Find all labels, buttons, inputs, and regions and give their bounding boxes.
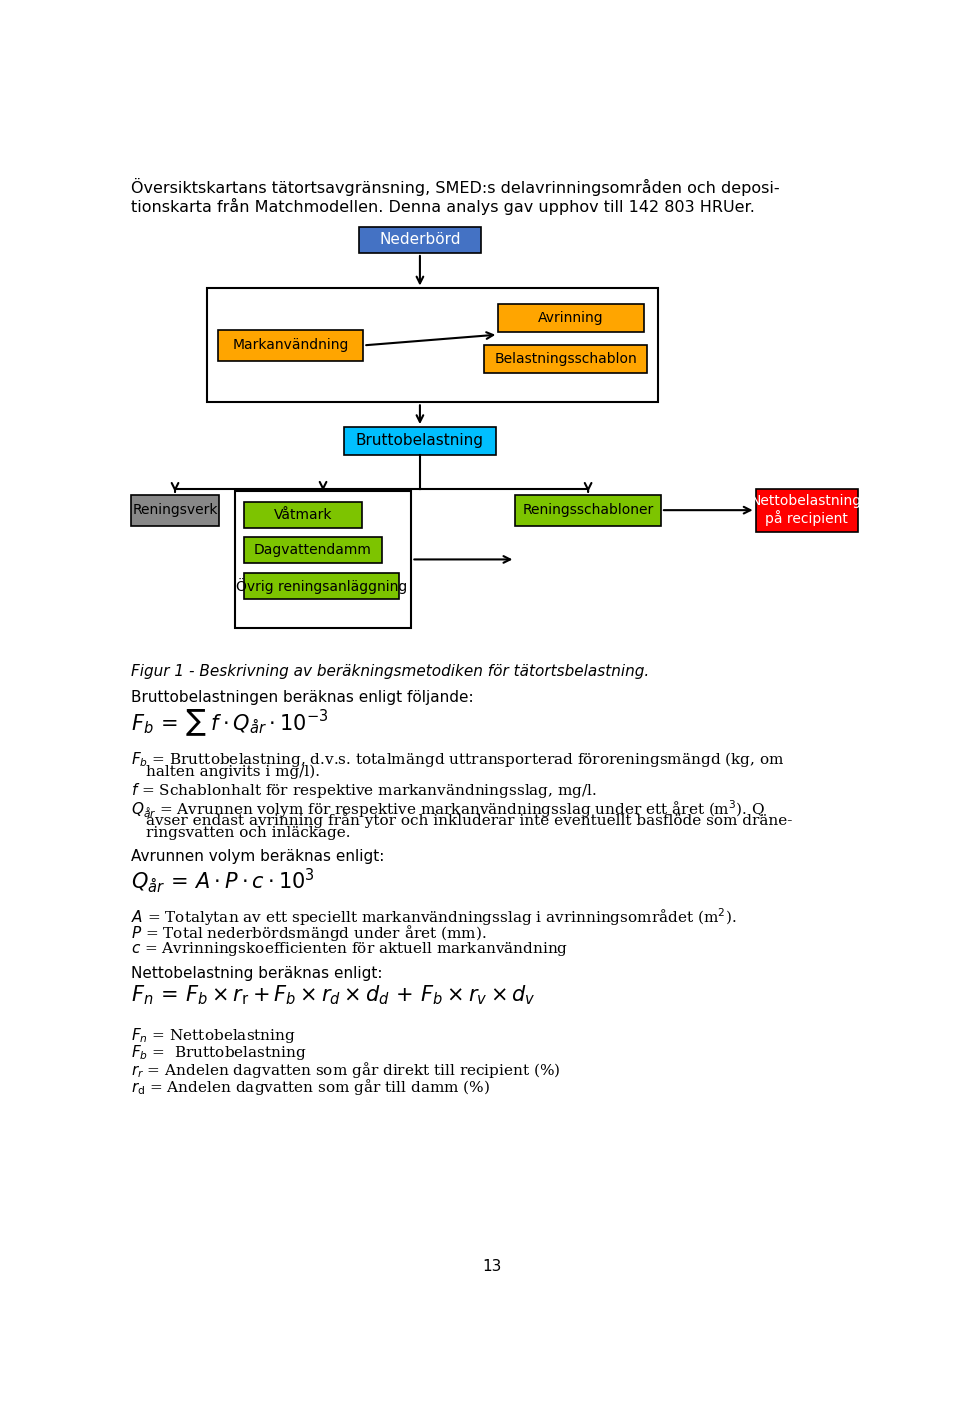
Text: Våtmark: Våtmark <box>274 508 332 521</box>
FancyBboxPatch shape <box>244 537 382 563</box>
FancyBboxPatch shape <box>498 304 644 331</box>
Text: halten angivits i mg/l).: halten angivits i mg/l). <box>146 764 321 778</box>
Text: $Q_{\mathit{\aa r}}$ = Avrunnen volym för respektive markanvändningsslag under e: $Q_{\mathit{\aa r}}$ = Avrunnen volym fö… <box>131 798 765 820</box>
Text: $r_{\mathrm{d}}$ = Andelen dagvatten som går till damm (%): $r_{\mathrm{d}}$ = Andelen dagvatten som… <box>131 1077 490 1097</box>
Text: $A$ = Totalytan av ett speciellt markanvändningsslag i avrinningsområdet (m$^2$): $A$ = Totalytan av ett speciellt markanv… <box>131 905 736 928</box>
Text: Markanvändning: Markanvändning <box>232 338 348 353</box>
FancyBboxPatch shape <box>218 330 363 361</box>
FancyBboxPatch shape <box>244 501 362 528</box>
Text: Figur 1 - Beskrivning av beräkningsmetodiken för tätortsbelastning.: Figur 1 - Beskrivning av beräkningsmetod… <box>131 664 649 680</box>
FancyBboxPatch shape <box>484 346 647 373</box>
Text: Bruttobelastning: Bruttobelastning <box>356 433 484 448</box>
FancyBboxPatch shape <box>234 491 412 628</box>
FancyBboxPatch shape <box>516 494 660 526</box>
Text: $F_n$ = Nettobelastning: $F_n$ = Nettobelastning <box>131 1027 296 1045</box>
FancyBboxPatch shape <box>244 573 399 598</box>
Text: 13: 13 <box>482 1258 502 1274</box>
Text: Övrig reningsanläggning: Övrig reningsanläggning <box>236 578 407 594</box>
FancyBboxPatch shape <box>344 427 496 454</box>
Text: $f$ = Schablonhalt för respektive markanvändningsslag, mg/l.: $f$ = Schablonhalt för respektive markan… <box>131 781 597 800</box>
Text: Dagvattendamm: Dagvattendamm <box>254 543 372 557</box>
Text: Belastningsschablon: Belastningsschablon <box>494 353 637 366</box>
Text: Nederbörd: Nederbörd <box>379 233 461 247</box>
Text: Översiktskartans tätortsavgränsning, SMED:s delavrinningsområden och deposi-
tio: Översiktskartans tätortsavgränsning, SME… <box>131 177 780 216</box>
FancyBboxPatch shape <box>756 488 858 531</box>
Text: $F_b$ = Bruttobelastning, d.v.s. totalmängd uttransporterad föroreningsmängd (kg: $F_b$ = Bruttobelastning, d.v.s. totalmä… <box>131 750 784 770</box>
Text: $F_n\,=\,F_b\times r_{\mathrm{r}}+F_b\times r_d\times d_d\,+\,F_b\times r_v\time: $F_n\,=\,F_b\times r_{\mathrm{r}}+F_b\ti… <box>131 982 536 1007</box>
FancyBboxPatch shape <box>131 494 219 526</box>
Text: $F_b\,=\,\sum\; f\cdot Q_{\mathit{\aa r}}\cdot10^{-3}$: $F_b\,=\,\sum\; f\cdot Q_{\mathit{\aa r}… <box>131 707 328 738</box>
FancyBboxPatch shape <box>206 288 658 403</box>
Text: Nettobelastning
på recipient: Nettobelastning på recipient <box>751 494 862 527</box>
Text: $Q_{\mathit{\aa r}}\,=\,A\cdot P\cdot c\cdot10^{3}$: $Q_{\mathit{\aa r}}\,=\,A\cdot P\cdot c\… <box>131 865 315 895</box>
Text: Avrunnen volym beräknas enligt:: Avrunnen volym beräknas enligt: <box>131 850 384 864</box>
Text: ringsvatten och inläckage.: ringsvatten och inläckage. <box>146 825 350 840</box>
Text: $c$ = Avrinningskoefficienten för aktuell markanvändning: $c$ = Avrinningskoefficienten för aktuel… <box>131 940 568 958</box>
Text: $F_b$ =  Bruttobelastning: $F_b$ = Bruttobelastning <box>131 1042 306 1062</box>
Text: $P$ = Total nederbördsmängd under året (mm).: $P$ = Total nederbördsmängd under året (… <box>131 922 487 942</box>
Text: avser endast avrinning från ytor och inkluderar inte eventuellt basflöde som drä: avser endast avrinning från ytor och ink… <box>146 813 793 828</box>
Text: $r_r$ = Andelen dagvatten som går direkt till recipient (%): $r_r$ = Andelen dagvatten som går direkt… <box>131 1060 561 1080</box>
Text: Reningsverk: Reningsverk <box>132 503 218 517</box>
FancyBboxPatch shape <box>359 227 481 253</box>
Text: Avrinning: Avrinning <box>539 311 604 324</box>
Text: Reningsschabloner: Reningsschabloner <box>522 503 654 517</box>
Text: Bruttobelastningen beräknas enligt följande:: Bruttobelastningen beräknas enligt följa… <box>131 690 473 705</box>
Text: Nettobelastning beräknas enligt:: Nettobelastning beräknas enligt: <box>131 965 382 981</box>
